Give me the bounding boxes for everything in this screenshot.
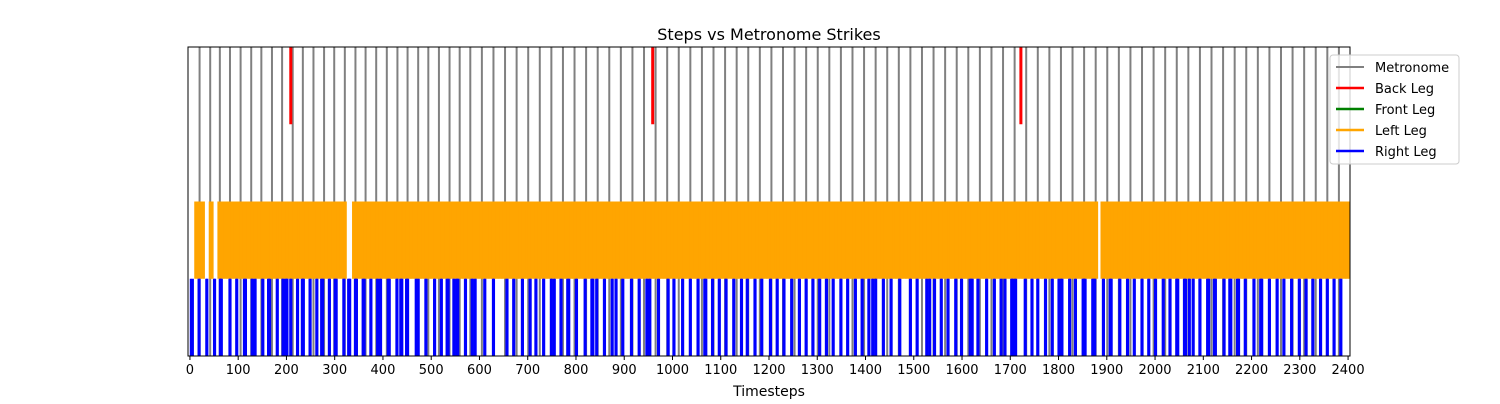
right-leg-series — [189, 278, 1343, 356]
x-tick-label: 1900 — [1090, 363, 1123, 378]
left-leg-series — [194, 201, 1351, 279]
x-tick-label: 800 — [564, 363, 589, 378]
x-tick-label: 1300 — [801, 363, 834, 378]
x-tick-label: 2300 — [1283, 363, 1316, 378]
x-tick-label: 1400 — [849, 363, 882, 378]
legend: Metronome Back Leg Front Leg Left Leg Right … — [1329, 54, 1460, 165]
x-tick-label: 600 — [467, 363, 492, 378]
x-tick-label: 900 — [612, 363, 637, 378]
x-tick-label: 1100 — [704, 363, 737, 378]
x-tick-label: 2100 — [1187, 363, 1220, 378]
x-tick-label: 1200 — [752, 363, 785, 378]
legend-label-front-leg: Front Leg — [1375, 103, 1435, 118]
x-tick-label: 400 — [371, 363, 396, 378]
x-axis-ticks: 0 100 200 300 400 500 600 700 800 900 1000 1100 1200… — [186, 356, 1365, 378]
x-tick-label: 1700 — [994, 363, 1027, 378]
x-tick-label: 700 — [515, 363, 540, 378]
legend-label-metronome: Metronome — [1375, 61, 1449, 76]
x-axis-label: Timesteps — [732, 384, 805, 400]
x-tick-label: 500 — [419, 363, 444, 378]
x-tick-label: 300 — [322, 363, 347, 378]
legend-label-right-leg: Right Leg — [1375, 145, 1437, 160]
x-tick-label: 1600 — [945, 363, 978, 378]
x-tick-label: 2400 — [1332, 363, 1365, 378]
x-tick-label: 2000 — [1138, 363, 1171, 378]
back-leg-series — [289, 47, 1023, 125]
x-tick-label: 100 — [226, 363, 251, 378]
legend-frame — [1329, 54, 1460, 165]
x-tick-label: 1800 — [1042, 363, 1075, 378]
x-tick-label: 1500 — [897, 363, 930, 378]
legend-label-back-leg: Back Leg — [1375, 82, 1434, 97]
legend-label-left-leg: Left Leg — [1375, 124, 1427, 139]
x-tick-label: 200 — [274, 363, 299, 378]
x-tick-label: 1000 — [656, 363, 689, 378]
x-tick-label: 2200 — [1235, 363, 1268, 378]
chart-title: Steps vs Metronome Strikes — [657, 25, 880, 44]
x-tick-label: 0 — [186, 363, 194, 378]
